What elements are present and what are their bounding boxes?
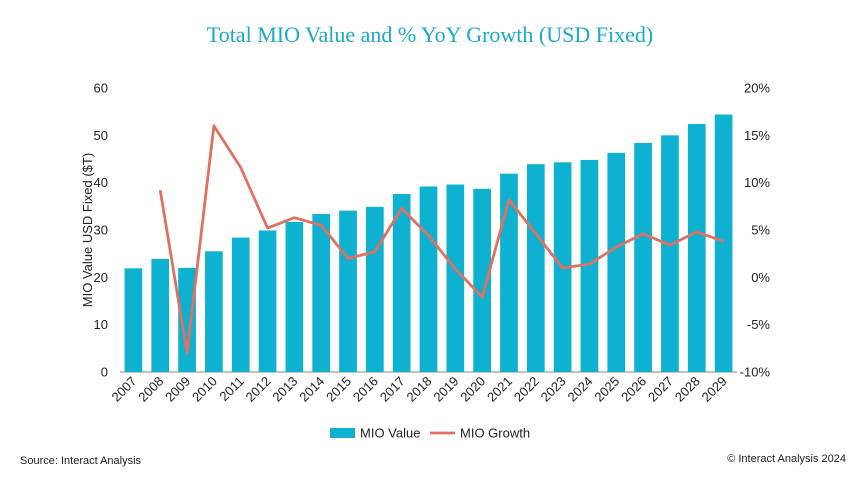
x-tick-label: 2022	[511, 374, 542, 405]
y2-tick-label: -10%	[740, 365, 771, 380]
x-tick-label: 2013	[269, 374, 300, 405]
y2-tick-label: 0%	[751, 270, 770, 285]
x-tick-label: 2029	[699, 374, 730, 405]
bar-2009	[178, 267, 196, 372]
growth-line	[158, 124, 725, 355]
bar-series	[124, 114, 733, 373]
copyright-note: © Interact Analysis 2024	[727, 453, 846, 465]
y-tick-label: 10	[94, 317, 108, 332]
y-tick-label: 20	[94, 270, 108, 285]
bar-2011	[231, 237, 250, 372]
x-tick-label: 2016	[350, 374, 381, 405]
bar-2007	[124, 268, 143, 372]
x-tick-label: 2021	[484, 374, 515, 405]
x-tick-label: 2028	[672, 374, 703, 405]
x-tick-label: 2015	[323, 374, 354, 405]
legend-label-mio-value: MIO Value	[360, 426, 420, 441]
y2-tick-label: 20%	[744, 81, 770, 96]
bar-2012	[258, 230, 277, 372]
x-tick-label: 2012	[243, 374, 274, 405]
chart-title: Total MIO Value and % YoY Growth (USD Fi…	[206, 22, 654, 47]
bar-2017	[392, 194, 411, 372]
bar-2015	[339, 210, 357, 372]
y2-tick-label: 5%	[751, 223, 770, 238]
x-tick-label: 2017	[377, 374, 408, 405]
bar-2029	[714, 114, 733, 373]
y-tick-label: 30	[94, 223, 108, 238]
bar-2008	[151, 258, 170, 372]
x-tick-label: 2026	[618, 374, 649, 405]
line-series	[158, 124, 725, 355]
bar-2022	[526, 164, 545, 372]
x-tick-label: 2009	[162, 374, 193, 405]
bar-2013	[285, 221, 304, 372]
x-tick-label: 2023	[538, 374, 569, 405]
bar-2025	[607, 152, 626, 372]
y2-tick-label: 10%	[744, 175, 770, 190]
bar-2021	[500, 173, 518, 372]
bar-2014	[312, 213, 331, 372]
source-note: Source: Interact Analysis	[20, 455, 142, 467]
bar-2024	[580, 159, 599, 372]
y-tick-label: 40	[94, 175, 108, 190]
x-tick-label: 2018	[404, 374, 435, 405]
bar-2027	[661, 135, 679, 372]
y2-tick-label: -5%	[747, 317, 771, 332]
x-tick-label: 2011	[216, 374, 246, 404]
bar-2020	[473, 188, 492, 372]
x-tick-label: 2024	[565, 374, 596, 405]
legend: MIO Value MIO Growth	[330, 426, 530, 441]
x-tick-label: 2019	[430, 374, 461, 405]
bar-2016	[365, 206, 384, 372]
legend-swatch-mio-value	[330, 428, 355, 438]
x-tick-label: 2008	[135, 374, 166, 405]
y-tick-label: 0	[101, 365, 108, 380]
bar-2026	[634, 142, 652, 372]
x-tick-label: 2025	[591, 374, 622, 405]
bar-2028	[687, 123, 706, 373]
x-tick-label: 2027	[645, 374, 676, 405]
y2-tick-label: 15%	[744, 128, 770, 143]
y-tick-label: 60	[94, 81, 108, 96]
x-tick-label: 2020	[457, 374, 488, 405]
bar-2018	[419, 186, 438, 372]
y-axis-title: MIO Value USD Fixed ($T)	[80, 153, 95, 307]
x-tick-label: 2007	[108, 374, 139, 405]
bar-2010	[205, 251, 223, 372]
x-tick-label: 2014	[296, 374, 327, 405]
legend-label-mio-growth: MIO Growth	[460, 426, 530, 441]
x-tick-label: 2010	[189, 374, 220, 405]
bar-2019	[446, 184, 465, 372]
y-tick-label: 50	[94, 128, 108, 143]
